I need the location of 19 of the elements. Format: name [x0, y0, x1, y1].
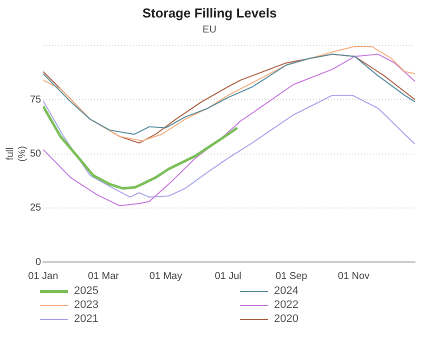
- x-tick-label: 01 Nov: [338, 270, 370, 282]
- legend-label: 2020: [274, 313, 298, 325]
- x-tick-label: 01 Jan: [28, 270, 58, 282]
- legend-label: 2023: [74, 299, 98, 311]
- y-tick-label: 25: [30, 202, 42, 214]
- chart-title: Storage Filling Levels: [142, 5, 277, 20]
- legend-label: 2021: [74, 313, 98, 325]
- y-axis-title: full (%): [4, 146, 28, 162]
- x-tick-label: 01 May: [149, 270, 182, 282]
- y-tick-label: 75: [30, 94, 42, 106]
- x-tick-label: 01 Mar: [88, 270, 120, 282]
- x-tick-label: 01 Sep: [276, 270, 308, 282]
- x-tick-label: 01 Jul: [214, 270, 242, 282]
- chart-subtitle: EU: [202, 24, 216, 36]
- legend-label: 2025: [74, 285, 98, 297]
- legend-label: 2024: [274, 285, 298, 297]
- y-tick-label: 50: [30, 148, 42, 160]
- legend-label: 2022: [274, 299, 298, 311]
- y-tick-label: 0: [36, 256, 42, 268]
